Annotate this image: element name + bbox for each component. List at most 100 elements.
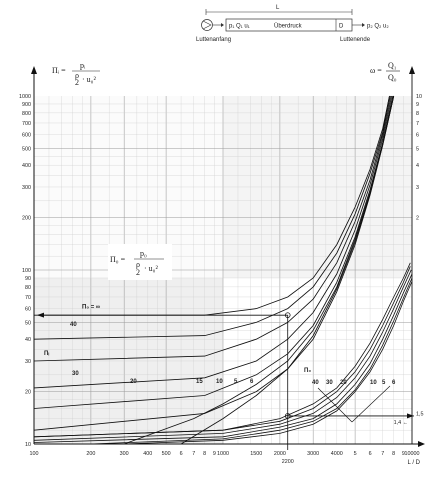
y-tick-label: 1000 — [19, 94, 31, 100]
lower-curve-label: 5 — [382, 380, 386, 386]
outlet-arrowhead-icon — [362, 23, 365, 27]
omega-denominator: Q₀ — [388, 73, 397, 82]
x-tick-label: 6 — [180, 451, 183, 457]
pi0-curve-0 — [34, 95, 390, 316]
reading-arrowhead-right-icon — [407, 413, 414, 419]
fan-blade-icon — [202, 20, 212, 30]
x-tick-label: 500 — [162, 451, 171, 457]
pi-i-den-two: 2 — [75, 78, 79, 87]
right-tick-label: 5 — [416, 146, 419, 152]
lower-curve-label: 40 — [312, 380, 319, 386]
upper-curve-label: 15 — [196, 379, 203, 385]
pi0-den-rho: ρ — [136, 260, 140, 269]
start-label: Luttenanfang — [196, 37, 231, 43]
y-tick-label: 600 — [22, 133, 31, 139]
upper-curve-label: 20 — [130, 379, 137, 385]
pi0-curve-7 — [180, 95, 395, 445]
curves — [33, 95, 413, 445]
y-tick-label: 900 — [22, 102, 31, 108]
y-tick-label: 50 — [25, 320, 31, 326]
y-tick-label: 200 — [22, 216, 31, 222]
pi0-curve-label: Π₀ — [304, 368, 311, 374]
x-tick-label: 1500 — [250, 451, 262, 457]
pi-i-curve-label: Πᵢ — [44, 351, 49, 357]
omega-symbol: ω = — [370, 66, 382, 75]
end-label: Luttenende — [340, 37, 371, 43]
omega-curve-0 — [33, 262, 411, 438]
y-tick-label: 800 — [22, 111, 31, 117]
pi0-symbol: Π₀ = — [110, 255, 126, 264]
x-tick-label: 9 — [402, 451, 405, 457]
right-tick-label: 10 — [416, 94, 422, 100]
pi0-numerator: p₀ — [140, 249, 147, 258]
inlet-label: p₁ Q₁ u₁ — [229, 24, 250, 30]
pi0-formula: Π₀ = p₀ ρ 2 · u₀² — [108, 244, 172, 280]
x-tick-label: 300 — [120, 451, 129, 457]
right-tick-label: 1,5 — [416, 411, 424, 417]
outlet-label: p₂ Q₂ u₂ — [367, 24, 389, 30]
lower-curve-label: 20 — [340, 380, 347, 386]
right-tick-label: 9 — [416, 102, 419, 108]
lower-family-leader-right — [351, 385, 391, 423]
y-tick-label: 60 — [25, 307, 31, 313]
omega-numerator: Q₁ — [388, 61, 397, 70]
x-tick-label: 8 — [203, 451, 206, 457]
x-tick-label: 2000 — [274, 451, 286, 457]
x-tick-label: 1000 — [217, 451, 229, 457]
fan-icon — [201, 19, 213, 31]
x-tick-label: 7 — [192, 451, 195, 457]
right-axis-arrow-icon — [409, 66, 415, 74]
length-label: L — [276, 5, 280, 11]
omega-curve-5 — [124, 281, 413, 445]
y-tick-label: 400 — [22, 163, 31, 169]
omega-curve-2 — [33, 269, 412, 441]
upper-curve-label: 30 — [72, 371, 79, 377]
x-axis-arrow-icon — [418, 441, 425, 447]
y-tick-label: 100 — [22, 268, 31, 274]
lower-curve-label: 10 — [370, 380, 377, 386]
omega-curve-1 — [33, 266, 411, 438]
upper-curve-label: 10 — [216, 379, 223, 385]
pi-i-den-rho: ρ — [75, 71, 79, 80]
pi0-den-velocity: · u₀² — [144, 264, 158, 273]
y-tick-label: 10 — [25, 442, 31, 448]
reading-point-upper — [284, 312, 291, 318]
y-tick-label: 30 — [25, 359, 31, 365]
y-tick-label: 20 — [25, 390, 31, 396]
x-tick-label: 5 — [354, 451, 357, 457]
upper-curve-label: 40 — [70, 322, 77, 328]
axes — [31, 66, 425, 450]
pi-i-den-velocity: · u₀² — [82, 75, 96, 84]
x-tick-label: 4000 — [331, 451, 343, 457]
y-axis-arrow-icon — [31, 66, 37, 74]
y-tick-label: 80 — [25, 285, 31, 291]
pi-i-numerator: pᵢ — [80, 61, 86, 70]
annotations: Π₀ = ∞ Πᵢ Π₀ 2200 1,4 ← L / D — [44, 305, 421, 466]
tick-labels: 40 30 20 15 10 5 6 40 30 20 10 5 6 100 200 300 400 500 6 7 8… — [19, 94, 424, 457]
x-tick-label: 7 — [381, 451, 384, 457]
right-tick-label: 7 — [416, 121, 419, 127]
y-tick-label: 500 — [22, 146, 31, 152]
pi0-den-two: 2 — [136, 268, 140, 277]
y-tick-label: 700 — [22, 121, 31, 127]
y-tick-label: 70 — [25, 295, 31, 301]
x-tick-label: 9 — [213, 451, 216, 457]
x-tick-label: 6 — [369, 451, 372, 457]
x-tick-label: 100 — [30, 451, 39, 457]
y-tick-label: 40 — [25, 337, 31, 343]
right-tick-label: 6 — [416, 133, 419, 139]
x-tick-label: 400 — [143, 451, 152, 457]
y-tick-label: 90 — [25, 276, 31, 282]
right-tick-label: 3 — [416, 185, 419, 191]
x-tick-label: 200 — [86, 451, 95, 457]
pi0-infinity-label: Π₀ = ∞ — [82, 305, 100, 311]
omega-curve-3 — [33, 273, 413, 443]
pi0-formula-backdrop — [108, 244, 172, 280]
pi0-curve-4 — [33, 95, 394, 409]
omega-curve-4 — [90, 277, 413, 445]
omega-formula: ω = Q₁ Q₀ — [370, 61, 400, 82]
duct-diagram: L p₁ Q₁ u₁ Überdruck D p₂ Q₂ u₂ Luttenan… — [196, 5, 389, 43]
inlet-arrowhead-icon — [221, 23, 224, 27]
y-tick-label: 300 — [22, 185, 31, 191]
x-tick-label: 10000 — [405, 451, 420, 457]
